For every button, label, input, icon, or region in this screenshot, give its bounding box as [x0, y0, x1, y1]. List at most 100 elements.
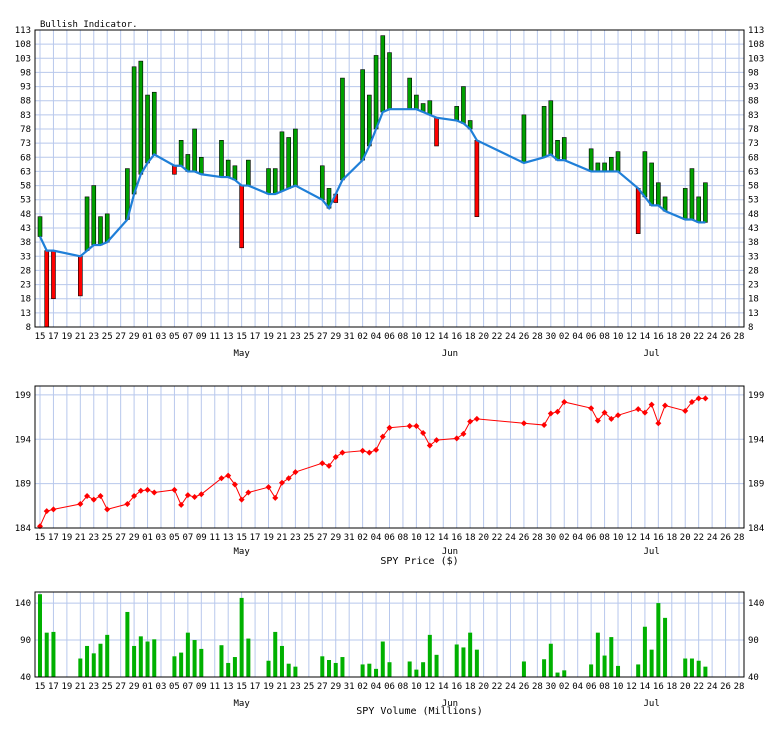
bullish-bar — [588, 148, 594, 172]
bullish-ytick-right: 83 — [748, 111, 759, 121]
bullish-xtick: 12 — [424, 332, 435, 342]
volume-bar — [239, 597, 244, 677]
bullish-xtick: 06 — [586, 332, 597, 342]
bullish-xtick: 08 — [398, 332, 409, 342]
price-point — [420, 430, 427, 437]
price-axis-label: SPY Price ($) — [380, 556, 458, 567]
volume-ytick-left: 40 — [20, 673, 31, 683]
price-point — [144, 486, 151, 493]
bullish-bar — [373, 55, 379, 130]
price-xtick: 29 — [330, 533, 341, 543]
bullish-xtick: 16 — [451, 332, 462, 342]
price-point — [84, 493, 91, 500]
volume-xtick: 01 — [142, 682, 153, 692]
bullish-xtick: 21 — [75, 332, 86, 342]
volume-bar — [367, 663, 372, 677]
volume-xtick: 23 — [290, 682, 301, 692]
price-xtick: 12 — [626, 533, 637, 543]
bullish-bar — [44, 250, 50, 328]
volume-bar — [179, 652, 184, 677]
bullish-bar — [703, 182, 708, 223]
price-point — [655, 420, 662, 427]
bullish-bar — [151, 91, 157, 155]
bullish-ytick-left: 113 — [15, 26, 31, 36]
bullish-xtick: 05 — [169, 332, 180, 342]
volume-xtick: 28 — [532, 682, 543, 692]
bullish-bar — [656, 182, 661, 206]
bullish-bar — [192, 128, 197, 172]
volume-bar — [232, 657, 237, 677]
bullish-ytick-left: 13 — [20, 309, 31, 319]
bullish-xtick: 24 — [505, 332, 516, 342]
bullish-bar — [172, 165, 177, 175]
volume-bar — [434, 654, 439, 677]
bullish-xtick: 28 — [734, 332, 745, 342]
price-xtick: 19 — [61, 533, 72, 543]
bullish-xtick: 17 — [48, 332, 59, 342]
bullish-xtick: 17 — [250, 332, 261, 342]
volume-xtick: 07 — [182, 682, 193, 692]
bullish-xtick: 26 — [519, 332, 530, 342]
bullish-bar — [78, 255, 83, 297]
volume-bar — [689, 658, 694, 677]
bullish-ytick-left: 78 — [20, 125, 31, 135]
volume-xtick: 19 — [61, 682, 72, 692]
price-ytick-left: 189 — [15, 480, 31, 490]
price-point — [426, 442, 433, 449]
bullish-xtick: 11 — [209, 332, 220, 342]
price-point — [151, 489, 158, 496]
price-xtick: 27 — [115, 533, 126, 543]
volume-bar — [98, 643, 103, 677]
bullish-ytick-left: 58 — [20, 182, 31, 192]
volume-bar — [145, 641, 150, 677]
bullish-month-label: Jul — [643, 349, 659, 359]
price-xtick: 04 — [371, 533, 382, 543]
volume-ytick-right: 90 — [748, 636, 759, 646]
price-point — [608, 415, 615, 422]
price-point — [178, 501, 185, 508]
volume-month-label: May — [234, 699, 251, 709]
price-ytick-right: 199 — [748, 391, 764, 401]
volume-bar — [656, 603, 661, 677]
bullish-bar — [602, 162, 607, 172]
price-point — [326, 462, 333, 469]
volume-bar — [273, 631, 278, 677]
price-point — [339, 449, 346, 456]
volume-xtick: 06 — [384, 682, 395, 692]
volume-xtick: 23 — [88, 682, 99, 692]
bullish-bar — [239, 185, 244, 249]
volume-xtick: 31 — [344, 682, 355, 692]
bullish-ytick-right: 113 — [748, 26, 764, 36]
volume-xtick: 05 — [169, 682, 180, 692]
volume-xtick: 04 — [371, 682, 382, 692]
volume-bar — [152, 639, 157, 677]
volume-bar — [414, 669, 419, 677]
bullish-ytick-left: 28 — [20, 266, 31, 276]
bullish-xtick: 29 — [129, 332, 140, 342]
price-point — [198, 491, 205, 498]
volume-bar — [85, 645, 90, 677]
bullish-bar — [98, 216, 103, 246]
price-xtick: 31 — [344, 533, 355, 543]
volume-xtick: 26 — [720, 682, 731, 692]
price-ytick-right: 189 — [748, 480, 764, 490]
bullish-month-label: Jun — [442, 349, 458, 359]
volume-bar — [387, 662, 392, 677]
price-xtick: 18 — [465, 533, 476, 543]
price-point — [319, 460, 326, 467]
price-ytick-left: 184 — [15, 524, 31, 534]
price-point — [245, 489, 252, 496]
volume-xtick: 15 — [236, 682, 247, 692]
price-point — [265, 484, 272, 491]
bullish-bar — [434, 117, 439, 147]
bullish-bar — [608, 156, 614, 172]
bullish-ytick-left: 93 — [20, 83, 31, 93]
bullish-xtick: 22 — [693, 332, 704, 342]
price-point — [406, 422, 413, 429]
bullish-xtick: 02 — [357, 332, 368, 342]
bullish-bar — [199, 156, 204, 175]
bullish-xtick: 20 — [680, 332, 691, 342]
price-point — [682, 407, 689, 414]
bullish-ytick-left: 103 — [15, 54, 31, 64]
